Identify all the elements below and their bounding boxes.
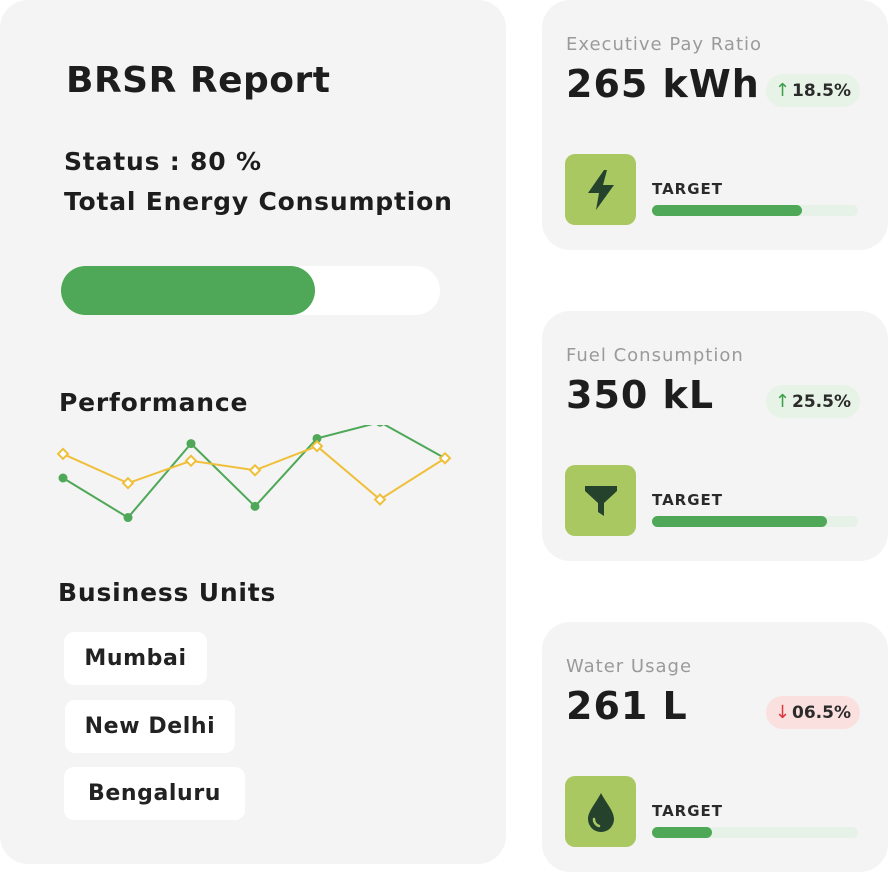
arrow-up-icon: ↑ xyxy=(774,80,791,101)
target-label: TARGET xyxy=(652,491,724,509)
water-drop-icon xyxy=(565,776,636,847)
series-0-point-0 xyxy=(58,473,68,483)
metric-card-executive-pay-ratio: Executive Pay Ratio 265 kWh ↑ 18.5% TARG… xyxy=(542,0,888,250)
business-units-label: Business Units xyxy=(58,578,277,607)
change-value: 25.5% xyxy=(792,391,851,412)
energy-consumption-label: Total Energy Consumption xyxy=(64,187,453,216)
status-text: Status : 80 % xyxy=(64,147,262,176)
energy-progress-fill xyxy=(61,266,315,315)
energy-progress-bar xyxy=(61,266,440,315)
series-1-point-6 xyxy=(438,451,452,465)
target-progress-bar xyxy=(652,516,858,527)
change-badge: ↓ 06.5% xyxy=(765,696,860,729)
change-badge: ↑ 25.5% xyxy=(765,385,860,418)
metric-name: Fuel Consumption xyxy=(566,345,744,366)
series-0-point-2 xyxy=(186,439,196,449)
target-progress-bar xyxy=(652,827,858,838)
series-1-point-0 xyxy=(56,447,70,461)
series-0-point-3 xyxy=(250,501,260,511)
arrow-up-icon: ↑ xyxy=(774,391,791,412)
funnel-icon xyxy=(565,465,636,536)
metric-value: 350 kL xyxy=(566,373,715,417)
series-1-point-2 xyxy=(184,454,198,468)
arrow-down-icon: ↓ xyxy=(774,702,791,723)
target-progress-fill xyxy=(652,516,828,527)
change-badge: ↑ 18.5% xyxy=(765,74,860,107)
target-label: TARGET xyxy=(652,802,724,820)
metric-value: 261 L xyxy=(566,684,688,728)
performance-label: Performance xyxy=(59,388,249,417)
business-unit-chip-bengaluru[interactable]: Bengaluru xyxy=(64,767,245,820)
report-title: BRSR Report xyxy=(66,60,331,101)
lightning-icon xyxy=(565,154,636,225)
brsr-report-card: BRSR Report Status : 80 % Total Energy C… xyxy=(0,0,506,864)
series-0-point-1 xyxy=(123,513,133,523)
change-value: 06.5% xyxy=(792,702,851,723)
metric-value: 265 kWh xyxy=(566,62,760,106)
performance-chart xyxy=(56,425,452,523)
series-1-point-5 xyxy=(373,493,387,506)
series-1-point-4 xyxy=(310,439,324,453)
target-progress-fill xyxy=(652,827,712,838)
target-progress-bar xyxy=(652,205,858,216)
target-progress-fill xyxy=(652,205,803,216)
series-1-point-3 xyxy=(248,463,262,477)
series-0-point-4 xyxy=(312,433,322,443)
metric-card-fuel-consumption: Fuel Consumption 350 kL ↑ 25.5% TARGET xyxy=(542,311,888,561)
series-0-point-5 xyxy=(376,425,384,427)
business-unit-chip-new-delhi[interactable]: New Delhi xyxy=(65,700,235,753)
change-value: 18.5% xyxy=(792,80,851,101)
metric-name: Water Usage xyxy=(566,656,693,677)
target-label: TARGET xyxy=(652,180,724,198)
business-unit-chip-mumbai[interactable]: Mumbai xyxy=(64,632,207,685)
metric-name: Executive Pay Ratio xyxy=(566,34,763,55)
metric-card-water-usage: Water Usage 261 L ↓ 06.5% TARGET xyxy=(542,622,888,872)
series-1-point-1 xyxy=(121,476,135,490)
